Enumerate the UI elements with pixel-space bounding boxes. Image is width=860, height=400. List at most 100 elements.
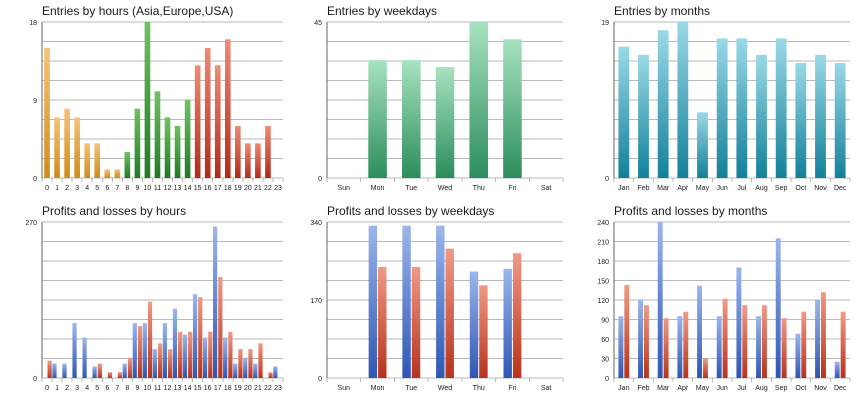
x-tick-label: Fri [508, 185, 517, 192]
x-tick-label: 8 [125, 185, 129, 192]
bar [402, 60, 421, 179]
chart-entries-by-months: 0 19 Jan Feb Mar Apr May Jun Jul Aug Sep Oct Nov Dec [601, 20, 851, 192]
profit-bar [677, 316, 683, 378]
loss-bar [762, 305, 767, 378]
bar [435, 67, 455, 178]
loss-bar [218, 276, 223, 378]
x-tick-label: Thu [473, 185, 485, 192]
bar [224, 39, 231, 179]
loss-bar [644, 305, 649, 378]
loss-bar [157, 343, 163, 378]
profit-bar [402, 225, 411, 378]
grid-lines [41, 221, 284, 382]
y-tick-label: 150 [597, 279, 609, 286]
profit-bar [202, 337, 208, 378]
bars [47, 226, 278, 378]
y-tick-label: 0 [605, 176, 609, 183]
bar [54, 117, 60, 178]
loss-bar [127, 357, 133, 378]
loss-bar [198, 297, 203, 378]
bars [618, 22, 846, 179]
x-tick-label: 14 [184, 385, 192, 392]
bar [775, 38, 787, 178]
loss-bar [683, 311, 689, 378]
chart-title: Entries by months [614, 4, 711, 18]
panel-pnl-by-hours: Profits and losses by hours 0 270 0 1 2 3 4 5 6 7… [0, 200, 290, 400]
x-tick-label: 8 [125, 385, 129, 392]
x-tick-label: Mon [371, 185, 385, 192]
profit-bar [182, 334, 188, 378]
grid-lines [613, 21, 851, 182]
loss-bar [801, 311, 807, 378]
chart-entries-by-weekdays: 0 45 Sun Mon Tue Wed Thu Fri Sat [314, 20, 564, 192]
x-tick-label: Nov [814, 185, 827, 192]
x-tick-label: Apr [677, 185, 689, 192]
x-tick-label: Feb [637, 185, 649, 192]
bars [44, 22, 271, 179]
loss-bar [258, 343, 263, 378]
loss-bar [703, 358, 708, 378]
x-tick-label: May [696, 185, 710, 192]
x-tick-label: 20 [244, 385, 252, 392]
x-tick-label: Aug [755, 385, 768, 392]
profit-bar [756, 316, 761, 378]
loss-bar [147, 301, 153, 378]
bar [204, 48, 211, 178]
y-tick-label: 0 [33, 176, 37, 183]
x-tick-label: 13 [174, 385, 182, 392]
x-tick-label: 4 [85, 385, 89, 392]
bar [174, 126, 181, 178]
profit-bar [192, 294, 198, 378]
profit-bar [503, 268, 512, 378]
x-tick-label: 7 [115, 185, 119, 192]
loss-bar [117, 372, 123, 378]
x-tick-label: 9 [135, 385, 139, 392]
chart-pnl-by-weekdays: 0 170 340 Sun Mon Tue Wed Thu Fri Sat [310, 220, 564, 392]
x-tick-label: May [696, 385, 710, 392]
loss-bar [97, 363, 102, 378]
x-tick-label: 23 [274, 185, 282, 192]
x-tick-label: 21 [254, 185, 262, 192]
x-tick-label: 5 [95, 385, 99, 392]
profit-bar [72, 323, 77, 378]
bar [74, 117, 80, 178]
loss-bar [238, 349, 243, 378]
y-tick-label: 60 [601, 337, 609, 344]
y-tick-label: 0 [605, 376, 609, 383]
x-tick-label: 6 [105, 385, 109, 392]
x-tick-label: 11 [154, 385, 161, 392]
y-tick-label: 30 [601, 357, 609, 364]
x-tick-label: 13 [174, 185, 182, 192]
profit-bar [273, 366, 278, 378]
loss-bar [821, 292, 826, 378]
y-tick-label: 18 [29, 20, 37, 27]
x-tick-label: Oct [795, 185, 806, 192]
loss-bar [411, 266, 421, 378]
bar [194, 65, 201, 178]
loss-bar [624, 285, 630, 378]
loss-bar [188, 331, 193, 378]
grid-lines [613, 221, 851, 382]
profit-bar [253, 363, 258, 378]
bars [368, 225, 522, 378]
bars [618, 222, 846, 378]
loss-bar [722, 298, 728, 378]
bar [618, 46, 630, 179]
loss-bar [512, 253, 522, 378]
bar [716, 38, 728, 178]
loss-bar [168, 349, 173, 378]
x-tick-label: 0 [45, 385, 49, 392]
x-tick-label: Jan [618, 185, 629, 192]
x-tick-label: Aug [755, 185, 768, 192]
x-tick-label: 0 [45, 185, 49, 192]
chart-title: Entries by weekdays [327, 4, 438, 18]
x-tick-label: Jul [737, 185, 746, 192]
x-tick-label: 11 [154, 185, 161, 192]
x-tick-label: 3 [75, 185, 79, 192]
profit-bar [152, 349, 157, 378]
x-tick-label: 7 [115, 385, 119, 392]
x-tick-label: Oct [795, 385, 806, 392]
x-tick-label: Jun [717, 185, 728, 192]
x-tick-label: 23 [274, 385, 282, 392]
profit-bar [52, 363, 57, 378]
